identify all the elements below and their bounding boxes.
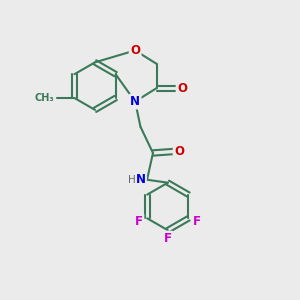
Text: O: O xyxy=(174,145,184,158)
Text: O: O xyxy=(130,44,140,57)
Text: N: N xyxy=(136,173,146,186)
Text: CH₃: CH₃ xyxy=(34,93,54,103)
Text: F: F xyxy=(164,232,172,245)
Text: N: N xyxy=(130,95,140,108)
Text: H: H xyxy=(128,175,136,185)
Text: F: F xyxy=(135,215,143,228)
Text: F: F xyxy=(193,215,201,228)
Text: O: O xyxy=(177,82,187,95)
